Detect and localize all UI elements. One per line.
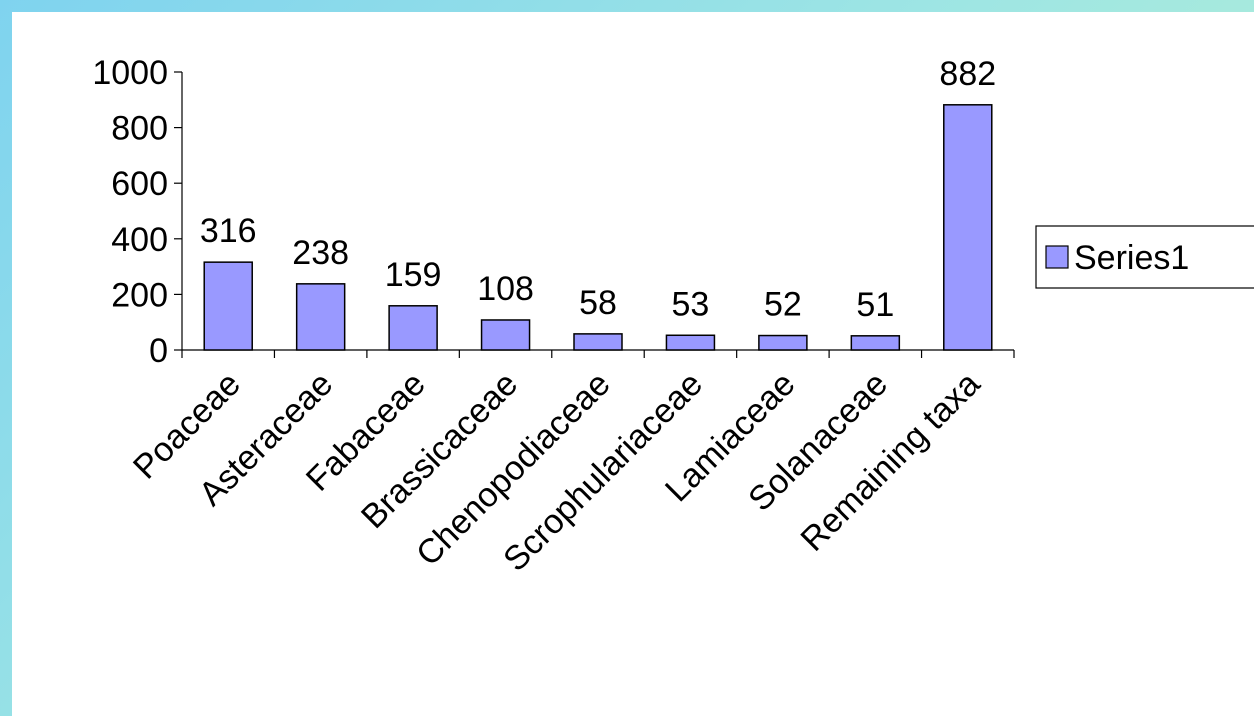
data-label: 52 (764, 286, 802, 324)
y-tick-label: 600 (111, 165, 168, 203)
data-label: 882 (939, 55, 996, 93)
legend-swatch (1045, 245, 1069, 269)
labels: 316Poaceae238Asteraceae159Fabaceae108Bra… (126, 55, 996, 579)
data-label: 51 (856, 286, 894, 324)
data-label: 58 (579, 284, 617, 322)
y-tick-label: 0 (149, 332, 168, 370)
bar (850, 335, 901, 351)
bar (665, 334, 716, 351)
y-tick-label: 1000 (92, 54, 168, 92)
axes: 0 200 400 600 800 1000 (92, 54, 1015, 370)
y-tick-label: 400 (111, 221, 168, 259)
bars (203, 104, 993, 351)
y-tick-label: 200 (111, 276, 168, 314)
data-label: 53 (672, 285, 710, 323)
legend: Series1 (1035, 225, 1254, 289)
data-label: 238 (292, 234, 349, 272)
bar (573, 333, 623, 351)
legend-box (1035, 225, 1254, 289)
bar (203, 261, 253, 351)
bar (758, 334, 808, 351)
data-label: 159 (385, 256, 442, 294)
data-label: 316 (200, 212, 257, 250)
chart-panel: 0 200 400 600 800 1000 316 Poaceae 238 Asteracea… (12, 12, 1254, 716)
bar-chart: 0 200 400 600 800 1000 316Poaceae238Asteracea… (92, 54, 1254, 579)
bar (480, 319, 531, 351)
bar (943, 104, 993, 351)
bar (388, 305, 438, 351)
legend-label: Series1 (1074, 239, 1189, 277)
y-tick-label: 800 (111, 110, 168, 148)
bar (295, 283, 346, 351)
data-label: 108 (477, 270, 534, 308)
